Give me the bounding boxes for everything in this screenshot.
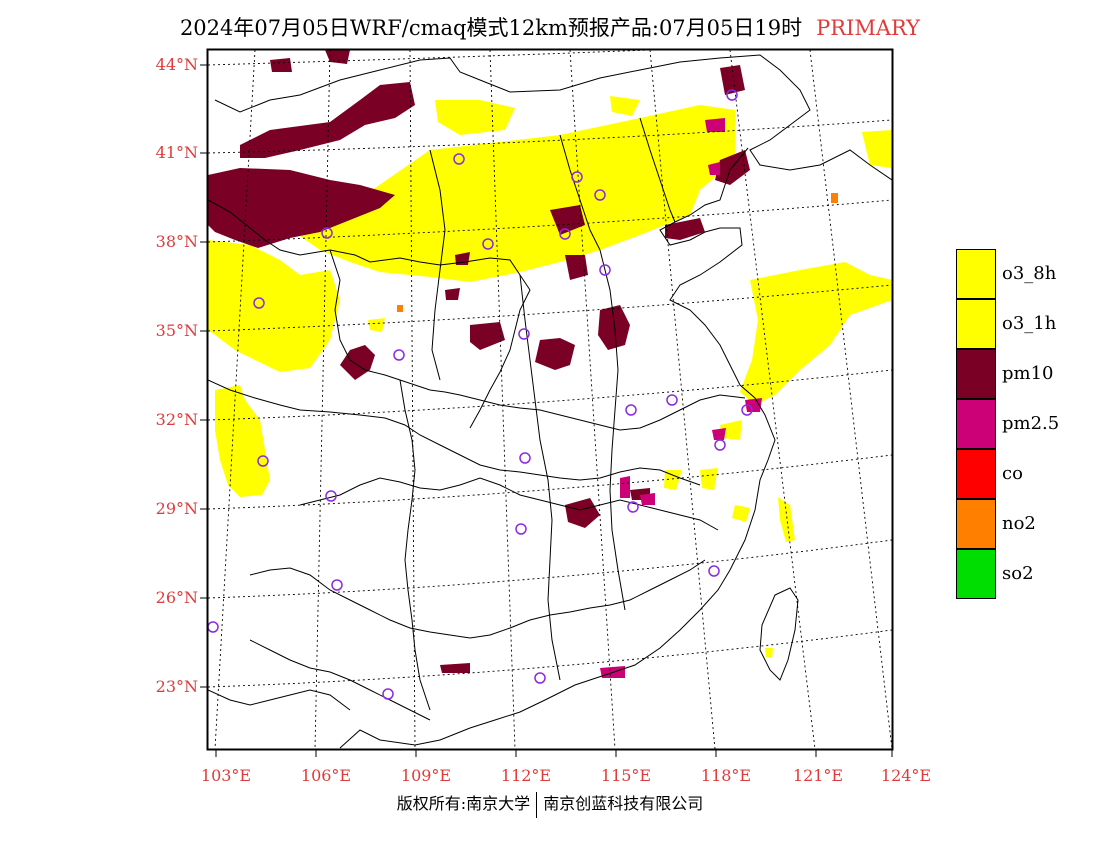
graticule bbox=[208, 50, 892, 749]
legend-swatch bbox=[956, 349, 996, 399]
legend-swatch bbox=[956, 299, 996, 349]
lat-label: 35°N bbox=[155, 321, 198, 340]
pm25-regions bbox=[600, 118, 762, 678]
no2-cell bbox=[397, 305, 403, 312]
lat-label: 44°N bbox=[155, 55, 198, 74]
legend-label: o3_8h bbox=[1002, 263, 1057, 284]
legend-label: so2 bbox=[1002, 563, 1034, 584]
lon-label: 115°E bbox=[600, 766, 652, 785]
map-frame bbox=[206, 48, 894, 751]
lat-label: 26°N bbox=[155, 588, 198, 607]
legend-swatch bbox=[956, 449, 996, 499]
lon-label: 103°E bbox=[200, 766, 252, 785]
legend-label: pm10 bbox=[1002, 363, 1054, 384]
lat-label: 38°N bbox=[155, 232, 198, 251]
map-title: 2024年07月05日WRF/cmaq模式12km预报产品:07月05日19时 P… bbox=[0, 12, 1100, 42]
legend-swatch bbox=[956, 399, 996, 449]
o3-regions bbox=[208, 96, 892, 658]
primary-tag: PRIMARY bbox=[816, 16, 921, 40]
copyright-left: 版权所有:南京大学 bbox=[396, 794, 531, 813]
legend-label: co bbox=[1002, 463, 1023, 484]
copyright-right: 南京创蓝科技有限公司 bbox=[543, 794, 704, 813]
lon-label: 109°E bbox=[400, 766, 452, 785]
no2-cell bbox=[831, 193, 838, 203]
pm10-regions bbox=[208, 50, 750, 673]
title-text: 2024年07月05日WRF/cmaq模式12km预报产品:07月05日19时 bbox=[179, 16, 803, 40]
station-markers bbox=[208, 89, 753, 700]
lat-label: 23°N bbox=[155, 677, 198, 696]
lon-label: 106°E bbox=[300, 766, 352, 785]
lat-label: 32°N bbox=[155, 410, 198, 429]
copyright: 版权所有:南京大学 南京创蓝科技有限公司 bbox=[0, 790, 1100, 818]
lon-label: 124°E bbox=[880, 766, 932, 785]
lon-ticks bbox=[215, 749, 893, 757]
lon-label: 118°E bbox=[700, 766, 752, 785]
legend-swatch bbox=[956, 249, 996, 299]
lat-label: 29°N bbox=[155, 499, 198, 518]
legend-label: no2 bbox=[1002, 513, 1036, 534]
lon-label: 121°E bbox=[792, 766, 844, 785]
lon-label: 112°E bbox=[500, 766, 552, 785]
divider bbox=[536, 791, 538, 818]
legend-label: o3_1h bbox=[1002, 313, 1057, 334]
boundaries bbox=[208, 54, 892, 749]
legend-label: pm2.5 bbox=[1002, 413, 1060, 434]
lat-ticks bbox=[200, 64, 208, 688]
lat-label: 41°N bbox=[155, 143, 198, 162]
legend-swatch bbox=[956, 549, 996, 599]
legend-swatch bbox=[956, 499, 996, 549]
